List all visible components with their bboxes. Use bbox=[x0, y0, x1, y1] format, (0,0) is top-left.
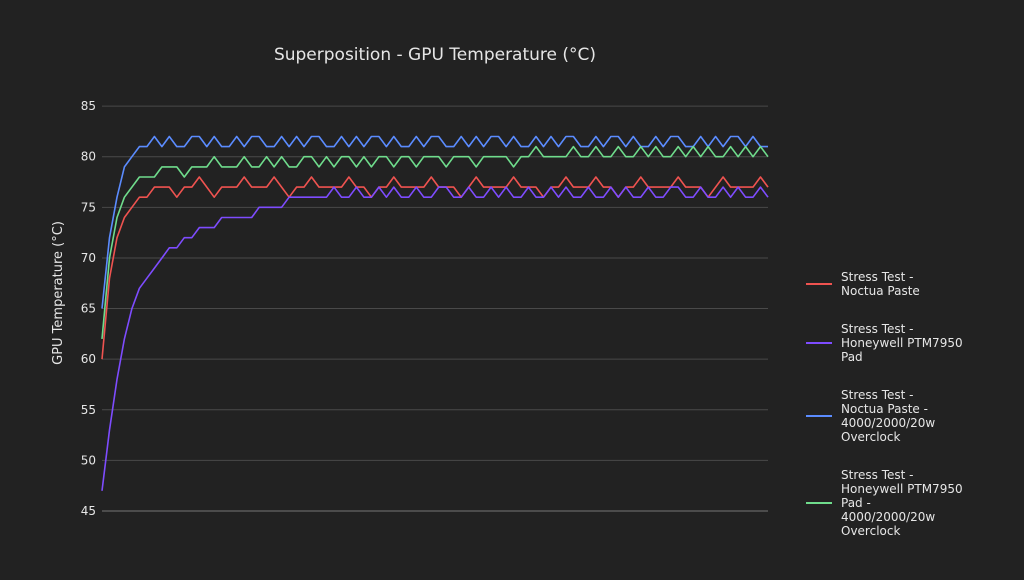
legend-item[interactable]: Stress Test -Noctua Paste bbox=[806, 270, 920, 298]
y-tick-label: 75 bbox=[81, 200, 96, 214]
y-tick-label: 45 bbox=[81, 504, 96, 518]
y-tick-label: 60 bbox=[81, 352, 96, 366]
series-line bbox=[101, 135, 768, 309]
chart-title: Superposition - GPU Temperature (°C) bbox=[274, 45, 596, 65]
grid bbox=[102, 105, 768, 512]
legend-item[interactable]: Stress Test -Honeywell PTM7950 Pad -4000/… bbox=[806, 468, 963, 538]
y-axis-label: GPU Temperature (°C) bbox=[51, 221, 66, 365]
y-tick-label: 80 bbox=[81, 150, 96, 164]
y-tick-label: 70 bbox=[81, 251, 96, 265]
legend[interactable]: Stress Test -Noctua Paste Stress Test -Ho… bbox=[806, 270, 963, 538]
legend-label: Stress Test -Honeywell PTM7950 Pad bbox=[841, 322, 963, 364]
y-tick-label: 50 bbox=[81, 453, 96, 467]
y-axis-ticks: 45 50 55 60 65 70 75 80 85 bbox=[81, 99, 96, 518]
series-line bbox=[101, 176, 769, 360]
legend-item[interactable]: Stress Test -Noctua Paste -4000/2000/20w… bbox=[806, 388, 935, 444]
series-line bbox=[101, 145, 769, 339]
series-line bbox=[101, 186, 769, 491]
plot-area bbox=[101, 135, 769, 491]
y-tick-label: 85 bbox=[81, 99, 96, 113]
y-tick-label: 55 bbox=[81, 403, 96, 417]
legend-label: Stress Test -Honeywell PTM7950 Pad -4000/… bbox=[841, 468, 963, 538]
y-tick-label: 65 bbox=[81, 302, 96, 316]
legend-item[interactable]: Stress Test -Honeywell PTM7950 Pad bbox=[806, 322, 963, 364]
legend-label: Stress Test -Noctua Paste -4000/2000/20w… bbox=[841, 388, 935, 444]
legend-label: Stress Test -Noctua Paste bbox=[841, 270, 920, 298]
